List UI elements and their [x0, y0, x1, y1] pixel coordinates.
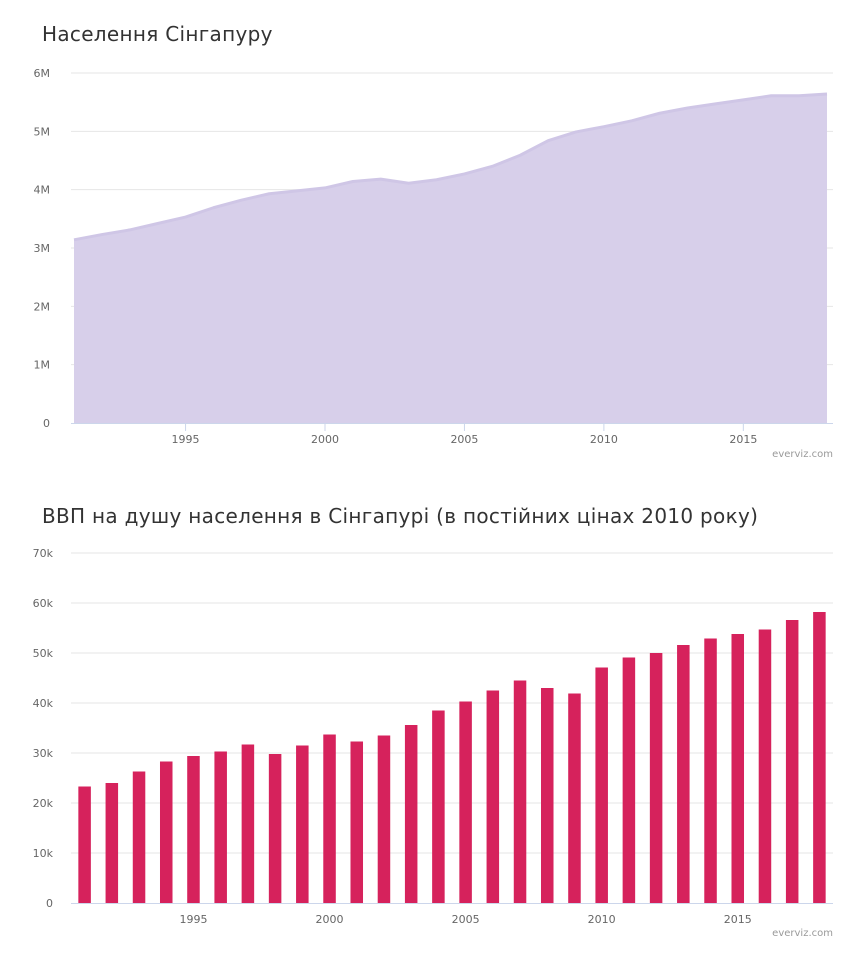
x-tick-label: 1995: [179, 913, 207, 926]
y-tick-label: 1M: [34, 359, 51, 372]
population-chart-panel: 0 1M 2M 3M 4M 5M 6M 1995 2000 2005 2010 2015 Насел…: [0, 0, 861, 475]
gdp-bar[interactable]: [677, 645, 690, 903]
y-tick-label: 3M: [34, 242, 51, 255]
y-tick-label: 10k: [33, 847, 54, 860]
x-tick-label: 2000: [311, 433, 339, 446]
x-tick-label: 1995: [172, 433, 200, 446]
gdp-chart-credit[interactable]: everviz.com: [772, 928, 833, 939]
population-chart-credit[interactable]: everviz.com: [772, 449, 833, 460]
gdp-bar[interactable]: [78, 786, 91, 904]
x-tick-label: 2010: [590, 433, 618, 446]
y-tick-label: 30k: [33, 747, 54, 760]
y-tick-label: 70k: [33, 547, 54, 560]
population-area-chart: 0 1M 2M 3M 4M 5M 6M 1995 2000 2005 2010 2015: [34, 67, 833, 446]
y-tick-label: 4M: [34, 184, 51, 197]
gdp-bar[interactable]: [513, 680, 527, 904]
gdp-bar[interactable]: [649, 653, 663, 903]
gdp-bar[interactable]: [595, 667, 608, 904]
x-tick-label: 2015: [724, 913, 752, 926]
y-axis-labels: 0 1M 2M 3M 4M 5M 6M: [34, 67, 51, 430]
gdp-bar[interactable]: [241, 744, 255, 904]
gdp-bar[interactable]: [296, 745, 309, 904]
x-axis-labels: 1995 2000 2005 2010 2015: [172, 433, 758, 446]
gdp-bar[interactable]: [268, 754, 282, 903]
x-tick-label: 2005: [452, 913, 480, 926]
gdp-bar-chart: 0 10k 20k 30k 40k 50k 60k 70k 1995 2000 2005 2010 2…: [33, 547, 833, 926]
population-area-fill: [74, 94, 827, 423]
gdp-bar[interactable]: [785, 620, 799, 903]
x-tick-label: 2000: [316, 913, 344, 926]
gdp-bar[interactable]: [486, 690, 500, 904]
gdp-bar[interactable]: [132, 771, 146, 904]
gdp-bar[interactable]: [731, 634, 745, 903]
y-tick-label: 20k: [33, 797, 54, 810]
gdp-bar[interactable]: [214, 751, 227, 904]
gdp-bar[interactable]: [459, 701, 472, 904]
gdp-bar[interactable]: [568, 693, 581, 904]
x-axis: [71, 423, 833, 431]
y-tick-label: 5M: [34, 125, 51, 138]
gdp-chart-panel: 0 10k 20k 30k 40k 50k 60k 70k 1995 2000 2005 2010 2…: [0, 480, 861, 955]
y-gridlines: [71, 552, 833, 854]
gdp-bar[interactable]: [105, 783, 119, 903]
gdp-bar[interactable]: [350, 741, 364, 904]
y-axis-labels: 0 10k 20k 30k 40k 50k 60k 70k: [33, 547, 54, 910]
gdp-bar[interactable]: [159, 761, 173, 904]
y-tick-label: 50k: [33, 647, 54, 660]
population-area-series: [73, 92, 828, 423]
y-tick-label: 0: [43, 417, 50, 430]
gdp-bar-series: [78, 612, 826, 904]
gdp-bar[interactable]: [432, 710, 445, 904]
y-tick-label: 40k: [33, 697, 54, 710]
gdp-bar[interactable]: [404, 725, 418, 903]
gdp-bar[interactable]: [758, 629, 772, 904]
x-tick-label: 2015: [729, 433, 757, 446]
x-tick-label: 2010: [588, 913, 616, 926]
population-line: [73, 92, 828, 242]
y-tick-label: 60k: [33, 597, 54, 610]
x-axis-labels: 1995 2000 2005 2010 2015: [179, 913, 751, 926]
y-tick-label: 6M: [34, 67, 51, 80]
gdp-bar[interactable]: [323, 734, 336, 904]
gdp-bar[interactable]: [704, 638, 717, 904]
x-tick-label: 2005: [450, 433, 478, 446]
gdp-chart-title: ВВП на душу населення в Сінгапурі (в пос…: [42, 504, 759, 528]
gdp-bar[interactable]: [377, 735, 391, 904]
y-tick-label: 0: [46, 897, 53, 910]
gdp-bar[interactable]: [187, 756, 200, 903]
gdp-bar[interactable]: [622, 657, 636, 904]
population-chart-title: Населення Сінгапуру: [42, 22, 273, 46]
y-tick-label: 2M: [34, 300, 51, 313]
gdp-bar[interactable]: [813, 612, 826, 903]
gdp-bar[interactable]: [540, 688, 554, 903]
